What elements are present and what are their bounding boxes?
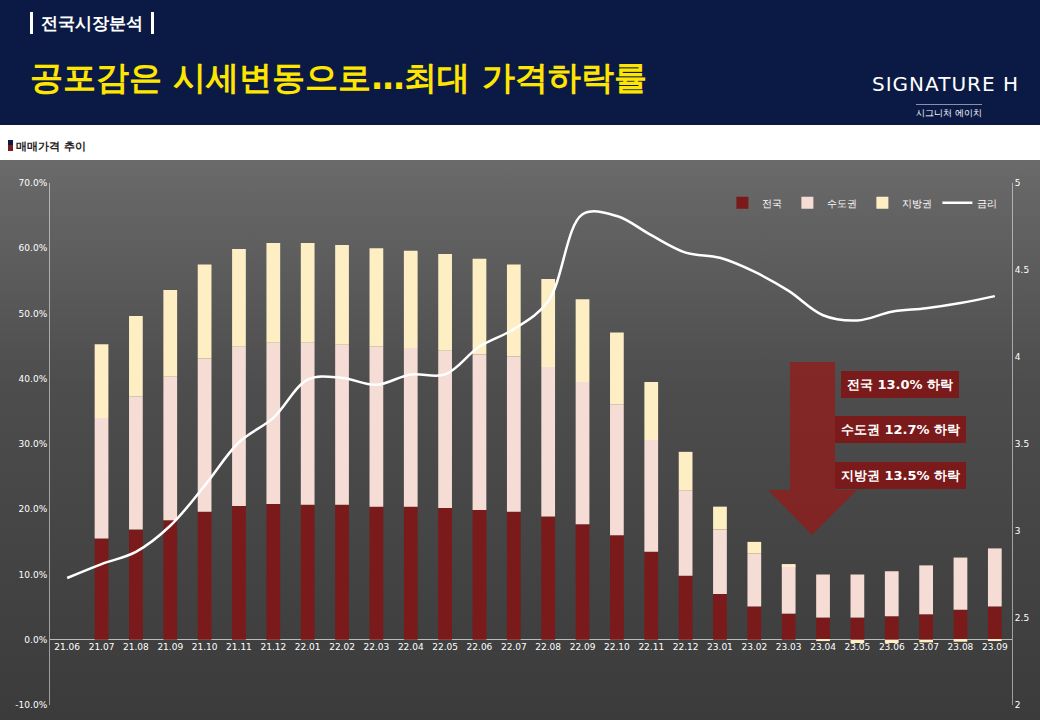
svg-text:22.12: 22.12: [673, 642, 699, 652]
svg-text:4: 4: [1015, 352, 1021, 362]
html-text:매매가격 추이: 매매가격 추이: [16, 140, 86, 153]
svg-text:23.05: 23.05: [845, 642, 871, 652]
svg-text:-10.0%: -10.0%: [15, 700, 47, 710]
svg-text:23.03: 23.03: [776, 642, 802, 652]
svg-text:22.11: 22.11: [638, 642, 664, 652]
svg-text:전국 13.0% 하락: 전국 13.0% 하락: [847, 377, 953, 392]
svg-text:5: 5: [1015, 178, 1021, 188]
svg-text:2: 2: [1015, 700, 1021, 710]
svg-text:20.0%: 20.0%: [19, 504, 48, 514]
svg-text:22.04: 22.04: [398, 642, 424, 652]
svg-text:21.07: 21.07: [89, 642, 115, 652]
svg-text:23.08: 23.08: [948, 642, 974, 652]
svg-text:금리: 금리: [977, 198, 997, 209]
svg-text:22.10: 22.10: [604, 642, 630, 652]
svg-text:40.0%: 40.0%: [19, 374, 48, 384]
svg-text:수도권: 수도권: [827, 198, 857, 209]
html-text:전국시장분석: 전국시장분석: [41, 13, 143, 33]
html-text:공포감은 시세변동으로…최대 가격하락률: 공포감은 시세변동으로…최대 가격하락률: [30, 58, 647, 97]
svg-text:23.06: 23.06: [879, 642, 905, 652]
svg-text:23.07: 23.07: [913, 642, 939, 652]
svg-text:수도권 12.7% 하락: 수도권 12.7% 하락: [841, 422, 960, 437]
svg-text:22.06: 22.06: [467, 642, 493, 652]
svg-text:4.5: 4.5: [1015, 265, 1029, 275]
svg-text:23.01: 23.01: [707, 642, 733, 652]
svg-text:21.08: 21.08: [123, 642, 149, 652]
svg-text:10.0%: 10.0%: [19, 570, 48, 580]
svg-text:지방권: 지방권: [902, 198, 932, 209]
svg-text:지방권 13.5% 하락: 지방권 13.5% 하락: [841, 468, 960, 483]
svg-text:60.0%: 60.0%: [19, 243, 48, 253]
svg-text:21.11: 21.11: [226, 642, 252, 652]
svg-text:22.08: 22.08: [535, 642, 561, 652]
svg-text:23.09: 23.09: [982, 642, 1008, 652]
svg-text:22.07: 22.07: [501, 642, 527, 652]
svg-text:21.09: 21.09: [157, 642, 183, 652]
svg-text:21.10: 21.10: [192, 642, 218, 652]
svg-text:23.02: 23.02: [741, 642, 767, 652]
html-text:SIGNATURE H: SIGNATURE H: [872, 72, 1019, 96]
svg-text:3.5: 3.5: [1015, 439, 1029, 449]
svg-text:23.04: 23.04: [810, 642, 836, 652]
svg-text:0.0%: 0.0%: [24, 635, 47, 645]
svg-text:21.12: 21.12: [260, 642, 286, 652]
svg-text:3: 3: [1015, 526, 1021, 536]
svg-text:22.05: 22.05: [432, 642, 458, 652]
svg-text:22.01: 22.01: [295, 642, 321, 652]
svg-text:22.03: 22.03: [364, 642, 390, 652]
svg-text:50.0%: 50.0%: [19, 309, 48, 319]
svg-text:21.06: 21.06: [54, 642, 80, 652]
svg-text:2.5: 2.5: [1015, 613, 1029, 623]
svg-text:70.0%: 70.0%: [19, 178, 48, 188]
svg-text:30.0%: 30.0%: [19, 439, 48, 449]
svg-text:전국: 전국: [762, 198, 782, 209]
html-text:시그니처 에이치: 시그니처 에이치: [916, 108, 982, 118]
svg-text:22.02: 22.02: [329, 642, 355, 652]
svg-text:22.09: 22.09: [570, 642, 596, 652]
